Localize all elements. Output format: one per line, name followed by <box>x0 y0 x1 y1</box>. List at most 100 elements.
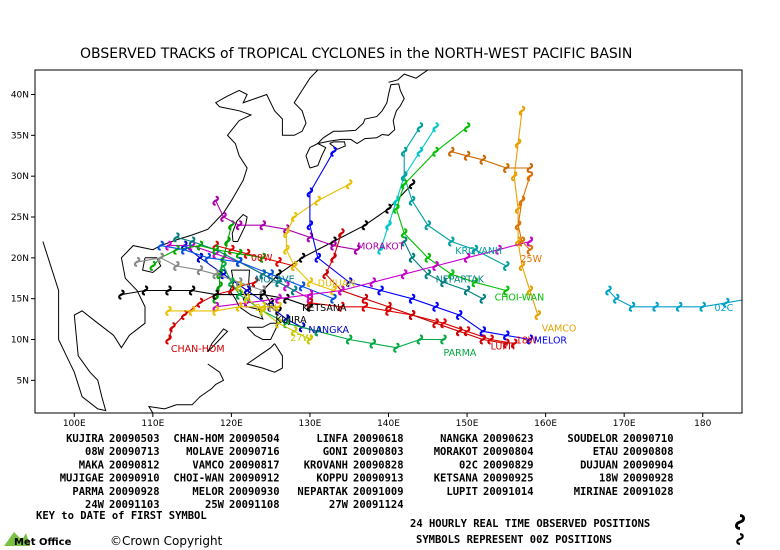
position-symbol <box>275 293 282 304</box>
key-storm-date: 20090812 <box>109 459 160 471</box>
position-symbol <box>514 220 522 231</box>
track-maka <box>448 146 534 173</box>
position-symbol <box>503 261 510 271</box>
position-symbol <box>330 240 337 251</box>
position-symbol <box>259 252 267 263</box>
track-nepartak <box>400 236 487 304</box>
coastline <box>317 83 405 145</box>
position-symbol <box>400 228 408 239</box>
position-symbol <box>188 305 196 316</box>
position-symbol <box>345 179 353 190</box>
position-symbol <box>416 334 424 345</box>
position-symbol <box>267 269 274 280</box>
key-storm-name: NEPARTAK <box>297 486 348 498</box>
key-storm-date: 20090913 <box>353 473 404 485</box>
position-symbol <box>228 285 235 296</box>
position-symbol <box>224 236 231 247</box>
position-symbol <box>118 289 125 300</box>
lat-tick-label: 20N <box>11 254 29 264</box>
cyclone-symbol-icon <box>734 514 746 530</box>
position-symbol <box>518 261 526 271</box>
position-symbol <box>196 252 204 263</box>
position-symbol <box>157 240 164 251</box>
key-storm-name: SOUDELOR <box>567 433 618 445</box>
position-symbol <box>440 334 447 345</box>
position-symbol <box>306 297 314 308</box>
position-symbol <box>235 256 243 267</box>
position-symbol <box>526 163 534 173</box>
position-symbol <box>235 301 243 312</box>
position-symbol <box>503 163 510 173</box>
position-symbol <box>314 252 322 263</box>
position-symbol <box>455 326 463 337</box>
coastline <box>147 363 225 413</box>
lon-tick-label: 160E <box>534 419 557 429</box>
track-line <box>215 200 358 251</box>
position-symbol <box>338 285 345 296</box>
position-symbol <box>165 305 172 316</box>
position-symbol <box>400 236 408 247</box>
track-label: 24W <box>255 303 277 314</box>
position-symbol <box>275 277 282 288</box>
position-symbol <box>283 244 290 255</box>
lat-tick-label: 35N <box>11 131 29 141</box>
position-symbol <box>196 297 204 308</box>
position-symbol <box>314 195 322 206</box>
position-symbol <box>385 301 392 312</box>
position-symbol <box>283 293 290 304</box>
track-melor <box>306 146 534 345</box>
position-symbol <box>393 195 400 206</box>
track-label: NANGKA <box>308 325 349 336</box>
position-symbol <box>212 244 219 255</box>
key-storm-date: 20090503 <box>109 433 160 445</box>
position-symbol <box>165 285 172 296</box>
track-27w <box>235 281 314 345</box>
position-symbol <box>385 203 392 214</box>
track-mujigae <box>133 252 267 296</box>
position-symbol <box>306 277 314 288</box>
track-mirinae <box>212 236 534 312</box>
track-line <box>215 245 295 267</box>
key-storm-date: 20090618 <box>353 433 404 445</box>
key-storm-name: CHAN-HOM <box>173 433 224 445</box>
position-symbol <box>613 293 620 304</box>
position-symbol <box>510 338 518 349</box>
position-symbol <box>400 179 408 190</box>
lon-tick-label: 180 <box>694 419 711 429</box>
position-symbol <box>463 252 471 263</box>
position-symbol <box>251 277 259 288</box>
position-symbol <box>157 252 164 263</box>
position-symbol <box>424 220 432 231</box>
position-symbol <box>181 310 188 320</box>
position-symbol <box>290 326 298 337</box>
key-storm-name: GONI <box>323 446 348 458</box>
lon-tick-label: 120E <box>220 419 243 429</box>
key-storm-name: MOLAVE <box>186 446 224 458</box>
key-storm-date: 20090713 <box>109 446 160 458</box>
key-storm-date: 20090817 <box>229 459 280 471</box>
key-storm-date: 20090912 <box>229 473 280 485</box>
position-symbol <box>228 244 235 255</box>
position-symbol <box>432 146 439 157</box>
copyright: ©Crown Copyright <box>110 534 223 548</box>
position-symbol <box>400 269 408 280</box>
key-storm-name: KOPPU <box>316 473 348 485</box>
key-storm-date: 20091108 <box>229 499 280 511</box>
position-symbol <box>181 244 188 255</box>
position-symbol <box>345 334 353 345</box>
longitude-axis: 100E 110E 120E 130E 140E 150E 160E 170E 180 <box>63 413 712 429</box>
position-symbol <box>510 171 518 182</box>
key-storm-date: 20090928 <box>623 473 674 485</box>
track-line <box>238 286 311 340</box>
position-symbol <box>463 150 471 161</box>
coastline <box>207 328 229 353</box>
track-label: KUJIRA <box>275 315 307 326</box>
coastline <box>246 322 280 340</box>
track-vamco <box>510 105 542 320</box>
position-symbol <box>408 293 416 304</box>
position-symbol <box>173 244 180 255</box>
track-label: NEPARTAK <box>436 274 485 285</box>
position-symbol <box>424 269 432 280</box>
track-label: 27W <box>290 333 312 344</box>
track-koppu <box>157 240 337 304</box>
